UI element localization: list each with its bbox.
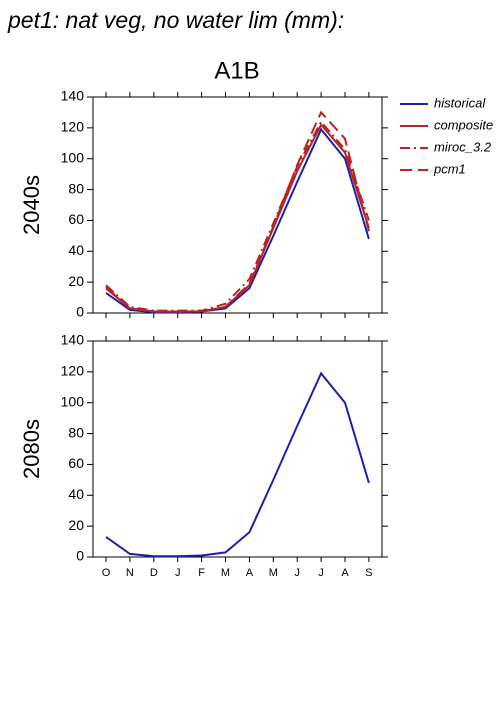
x-tick-label: A — [341, 567, 349, 579]
y-tick-label: 80 — [68, 424, 84, 440]
x-tick-label: S — [365, 567, 372, 579]
series-line — [105, 127, 370, 314]
x-tick-label: A — [246, 567, 254, 579]
x-tick-label: O — [102, 567, 111, 579]
y-tick-label: 60 — [68, 211, 84, 227]
series-line — [105, 371, 370, 558]
y-tick-label: 140 — [61, 88, 85, 104]
legend-label: composite — [434, 117, 493, 132]
x-tick-label: D — [150, 567, 158, 579]
y-tick-label: 0 — [76, 304, 84, 320]
y-tick-label: 120 — [61, 119, 85, 135]
y-tick-label: 60 — [68, 455, 84, 471]
y-tick-label: 140 — [61, 332, 85, 348]
y-tick-label: 120 — [61, 363, 85, 379]
x-tick-label: J — [294, 567, 300, 579]
legend-label: miroc_3.2 — [434, 139, 492, 154]
chart-title: pet1: nat veg, no water lim (mm): — [7, 7, 344, 33]
series-line — [105, 119, 370, 312]
chart-subtitle: A1B — [214, 57, 259, 84]
x-tick-label: M — [269, 567, 278, 579]
x-tick-label: M — [221, 567, 230, 579]
x-tick-label: J — [318, 567, 324, 579]
plot-frame — [92, 340, 383, 558]
x-tick-label: J — [175, 567, 181, 579]
y-tick-label: 40 — [68, 486, 84, 502]
series-line — [105, 110, 370, 313]
y-tick-label: 20 — [68, 273, 84, 289]
y-axis-label: 2080s — [19, 419, 44, 479]
y-tick-label: 0 — [76, 548, 84, 564]
y-tick-label: 40 — [68, 242, 84, 258]
y-axis-label: 2040s — [19, 175, 44, 235]
legend-label: pcm1 — [433, 161, 466, 176]
x-tick-label: F — [198, 567, 205, 579]
series-line — [105, 122, 370, 313]
y-tick-label: 100 — [61, 149, 85, 165]
legend-label: historical — [434, 95, 486, 110]
y-tick-label: 100 — [61, 393, 85, 409]
y-tick-label: 80 — [68, 180, 84, 196]
x-tick-label: N — [126, 567, 134, 579]
y-tick-label: 20 — [68, 517, 84, 533]
plot-frame — [92, 96, 383, 314]
